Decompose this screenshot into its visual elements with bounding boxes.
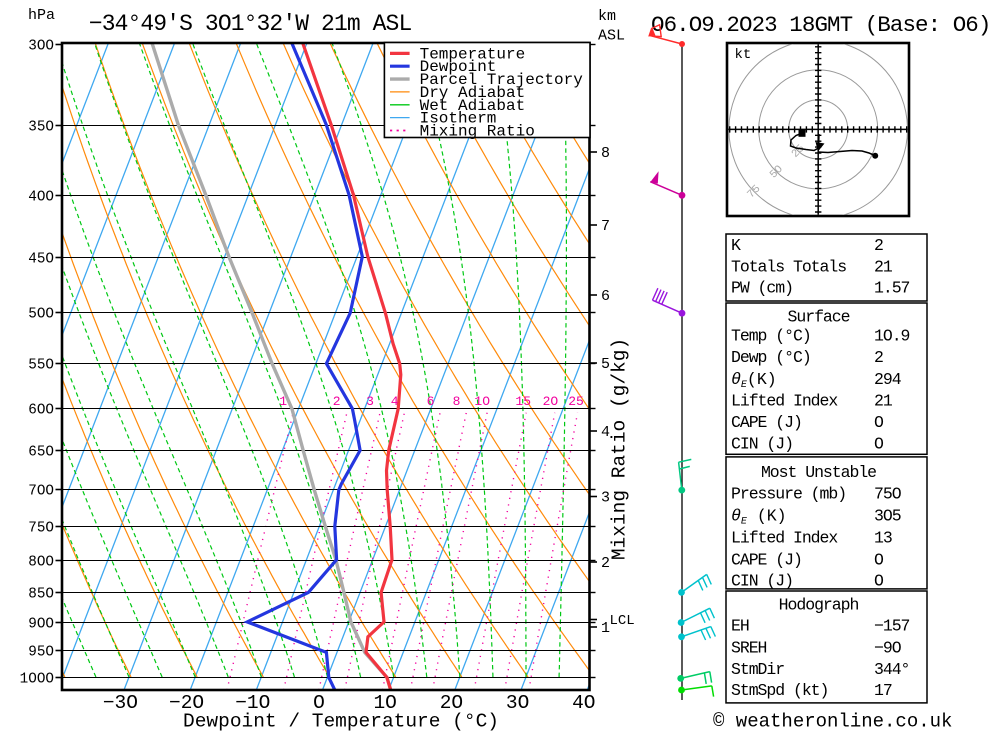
svg-text:Dewpoint: Dewpoint <box>420 58 497 76</box>
svg-text:Dewp (°C): Dewp (°C) <box>731 348 811 367</box>
svg-text:LCL: LCL <box>610 613 635 629</box>
svg-text:Wet Adiabat: Wet Adiabat <box>420 97 526 115</box>
svg-text:1OOO: 1OOO <box>20 672 54 688</box>
svg-text:O6.O9.2O23 18GMT (Base: O6): O6.O9.2O23 18GMT (Base: O6) <box>651 12 990 38</box>
svg-text:O: O <box>874 572 884 591</box>
svg-text:CIN (J): CIN (J) <box>731 435 793 454</box>
svg-text:Lifted Index: Lifted Index <box>731 529 838 548</box>
svg-text:Dry Adiabat: Dry Adiabat <box>420 84 526 102</box>
svg-text:O: O <box>874 435 884 454</box>
svg-text:5: 5 <box>601 356 610 373</box>
svg-text:5OO: 5OO <box>28 307 54 323</box>
svg-text:CAPE (J): CAPE (J) <box>731 413 802 432</box>
svg-text:3O5: 3O5 <box>874 507 901 526</box>
svg-text:1.57: 1.57 <box>874 279 910 298</box>
svg-text:2: 2 <box>874 348 883 367</box>
svg-text:75O: 75O <box>874 485 902 504</box>
svg-text:1O: 1O <box>474 394 490 409</box>
svg-text:−157: −157 <box>874 617 910 636</box>
svg-text:4: 4 <box>391 394 399 409</box>
svg-text:PW (cm): PW (cm) <box>731 279 793 298</box>
svg-text:Isotherm: Isotherm <box>420 110 497 128</box>
svg-text:© weatheronline.co.uk: © weatheronline.co.uk <box>713 711 952 733</box>
svg-text:Parcel Trajectory: Parcel Trajectory <box>420 71 584 89</box>
svg-text:Hodograph: Hodograph <box>779 595 859 614</box>
svg-text:8: 8 <box>601 145 610 162</box>
svg-text:8: 8 <box>453 394 461 409</box>
svg-text:Temperature: Temperature <box>420 45 526 63</box>
svg-text:kt: kt <box>735 47 752 63</box>
svg-text:EH: EH <box>731 617 749 636</box>
svg-text:1: 1 <box>279 394 287 409</box>
svg-text:O: O <box>874 413 884 432</box>
svg-text:StmDir: StmDir <box>731 660 784 679</box>
svg-text:4O: 4O <box>572 692 595 714</box>
svg-text:6OO: 6OO <box>28 403 54 419</box>
svg-text:95O: 95O <box>28 645 54 661</box>
svg-text:CIN (J): CIN (J) <box>731 572 793 591</box>
svg-text:hPa: hPa <box>28 7 55 24</box>
svg-text:ASL: ASL <box>598 28 625 45</box>
svg-text:294: 294 <box>874 370 902 389</box>
svg-text:SREH: SREH <box>731 639 767 658</box>
svg-text:θE(K): θE(K) <box>731 370 777 391</box>
svg-text:3: 3 <box>601 490 610 507</box>
svg-text:CAPE (J): CAPE (J) <box>731 550 802 569</box>
svg-text:−2O: −2O <box>169 692 204 714</box>
svg-text:75O: 75O <box>28 521 54 537</box>
svg-text:65O: 65O <box>28 445 54 461</box>
svg-text:O: O <box>874 550 884 569</box>
svg-text:7OO: 7OO <box>28 484 54 500</box>
svg-text:35O: 35O <box>28 120 54 136</box>
svg-text:θE (K): θE (K) <box>731 507 787 528</box>
svg-text:3O: 3O <box>506 692 529 714</box>
svg-text:km: km <box>598 8 616 25</box>
svg-text:21: 21 <box>874 258 893 277</box>
svg-text:6: 6 <box>427 394 435 409</box>
svg-text:2O: 2O <box>440 692 463 714</box>
svg-text:2O: 2O <box>543 394 559 409</box>
svg-text:−34°49'S 3O1°32'W 21m ASL: −34°49'S 3O1°32'W 21m ASL <box>89 11 412 37</box>
svg-text:−9O: −9O <box>874 639 902 658</box>
svg-text:85O: 85O <box>28 587 54 603</box>
svg-text:Mixing Ratio: Mixing Ratio <box>420 123 535 141</box>
svg-text:9OO: 9OO <box>28 617 54 633</box>
svg-text:4: 4 <box>601 424 610 441</box>
svg-text:Temp (°C): Temp (°C) <box>731 327 811 346</box>
svg-text:45O: 45O <box>28 252 54 268</box>
svg-text:K: K <box>731 236 741 255</box>
svg-text:1O.9: 1O.9 <box>874 327 910 346</box>
svg-text:1O: 1O <box>373 692 396 714</box>
svg-text:4OO: 4OO <box>28 190 54 206</box>
svg-text:2: 2 <box>333 394 341 409</box>
svg-text:Surface: Surface <box>788 307 850 326</box>
svg-text:7: 7 <box>601 218 610 235</box>
svg-text:1: 1 <box>601 620 610 637</box>
svg-text:6: 6 <box>601 288 610 305</box>
svg-text:2: 2 <box>874 236 883 255</box>
svg-text:3: 3 <box>366 394 374 409</box>
svg-text:25: 25 <box>568 394 584 409</box>
svg-text:21: 21 <box>874 391 893 410</box>
svg-text:Totals Totals: Totals Totals <box>731 258 846 277</box>
svg-text:55O: 55O <box>28 358 54 374</box>
svg-text:8OO: 8OO <box>28 555 54 571</box>
svg-text:Pressure (mb): Pressure (mb) <box>731 485 846 504</box>
svg-text:Lifted Index: Lifted Index <box>731 391 838 410</box>
svg-text:3OO: 3OO <box>28 39 54 55</box>
svg-text:15: 15 <box>515 394 531 409</box>
svg-text:13: 13 <box>874 529 892 548</box>
svg-text:17: 17 <box>874 681 892 700</box>
svg-text:StmSpd (kt): StmSpd (kt) <box>731 681 828 700</box>
svg-text:−1O: −1O <box>235 692 270 714</box>
svg-text:Most Unstable: Most Unstable <box>761 463 876 482</box>
svg-text:Mixing Ratio (g/kg): Mixing Ratio (g/kg) <box>609 338 631 560</box>
svg-text:O: O <box>313 692 325 714</box>
svg-text:344°: 344° <box>874 660 909 679</box>
svg-text:Dewpoint / Temperature (°C): Dewpoint / Temperature (°C) <box>183 711 499 733</box>
svg-text:2: 2 <box>601 555 610 572</box>
svg-text:−3O: −3O <box>103 692 138 714</box>
